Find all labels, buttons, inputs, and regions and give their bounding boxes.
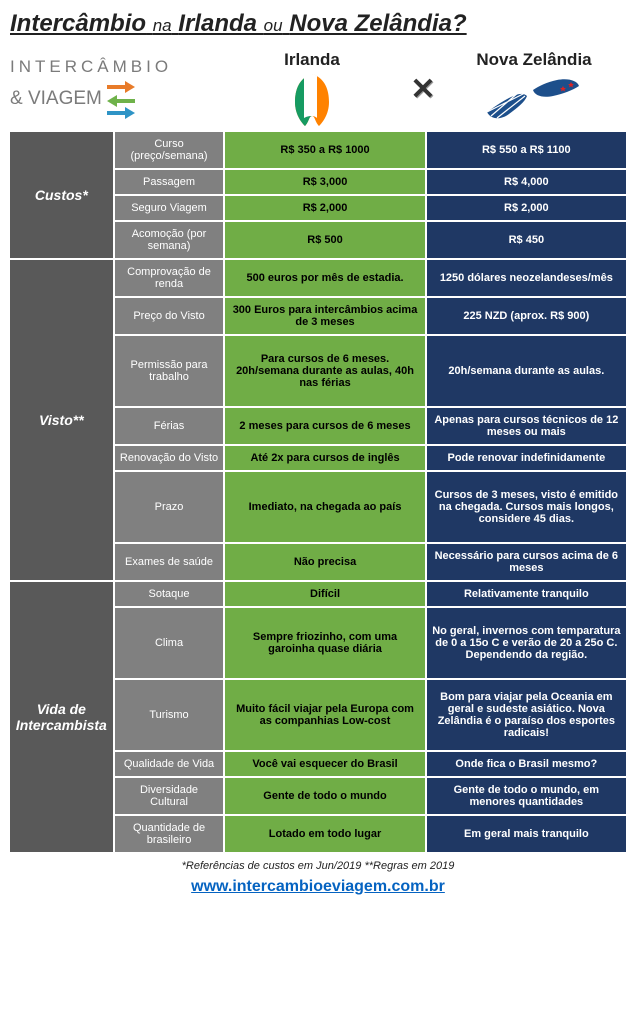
subcategory-cell: Prazo bbox=[114, 471, 225, 543]
newzealand-cell: R$ 4,000 bbox=[426, 169, 627, 195]
newzealand-cell: Cursos de 3 meses, visto é emitido na ch… bbox=[426, 471, 627, 543]
ireland-cell: Lotado em todo lugar bbox=[224, 815, 425, 853]
newzealand-cell: Pode renovar indefinidamente bbox=[426, 445, 627, 471]
subcategory-cell: Curso (preço/semana) bbox=[114, 131, 225, 169]
subcategory-cell: Passagem bbox=[114, 169, 225, 195]
subcategory-cell: Permissão para trabalho bbox=[114, 335, 225, 407]
logo-text-bottom: & VIAGEM bbox=[10, 77, 218, 121]
website-link[interactable]: www.intercambioeviagem.com.br bbox=[191, 878, 445, 895]
category-cell: Custos* bbox=[9, 131, 114, 259]
ireland-flag-icon bbox=[287, 72, 337, 128]
newzealand-cell: Relativamente tranquilo bbox=[426, 581, 627, 607]
subcategory-cell: Comprovação de renda bbox=[114, 259, 225, 297]
ireland-cell: Não precisa bbox=[224, 543, 425, 581]
column-header-newzealand: Nova Zelândia bbox=[440, 50, 628, 128]
ireland-cell: Imediato, na chegada ao país bbox=[224, 471, 425, 543]
subcategory-cell: Férias bbox=[114, 407, 225, 445]
subcategory-cell: Turismo bbox=[114, 679, 225, 751]
newzealand-cell: 1250 dólares neozelandeses/mês bbox=[426, 259, 627, 297]
ireland-cell: Você vai esquecer do Brasil bbox=[224, 751, 425, 777]
newzealand-cell: R$ 450 bbox=[426, 221, 627, 259]
ireland-cell: Até 2x para cursos de inglês bbox=[224, 445, 425, 471]
newzealand-cell: 20h/semana durante as aulas. bbox=[426, 335, 627, 407]
title-word: Nova Zelândia? bbox=[289, 10, 466, 37]
ireland-cell: 2 meses para cursos de 6 meses bbox=[224, 407, 425, 445]
subcategory-cell: Renovação do Visto bbox=[114, 445, 225, 471]
title-word: na bbox=[153, 16, 172, 35]
subcategory-cell: Seguro Viagem bbox=[114, 195, 225, 221]
ireland-cell: 500 euros por mês de estadia. bbox=[224, 259, 425, 297]
footer-link: www.intercambioeviagem.com.br bbox=[8, 874, 628, 904]
ireland-cell: Para cursos de 6 meses. 20h/semana duran… bbox=[224, 335, 425, 407]
newzealand-cell: 225 NZD (aprox. R$ 900) bbox=[426, 297, 627, 335]
ireland-cell: Difícil bbox=[224, 581, 425, 607]
ireland-cell: R$ 2,000 bbox=[224, 195, 425, 221]
title-word: Irlanda bbox=[178, 10, 257, 37]
newzealand-cell: Necessário para cursos acima de 6 meses bbox=[426, 543, 627, 581]
ireland-cell: R$ 500 bbox=[224, 221, 425, 259]
column-header-ireland: Irlanda bbox=[218, 50, 406, 128]
newzealand-cell: R$ 2,000 bbox=[426, 195, 627, 221]
ireland-cell: R$ 3,000 bbox=[224, 169, 425, 195]
ireland-cell: Sempre friozinho, com uma garoinha quase… bbox=[224, 607, 425, 679]
newzealand-cell: Em geral mais tranquilo bbox=[426, 815, 627, 853]
logo: INTERCÂMBIO & VIAGEM bbox=[8, 57, 218, 121]
footnote: *Referências de custos em Jun/2019 **Reg… bbox=[8, 854, 628, 874]
newzealand-cell: Onde fica o Brasil mesmo? bbox=[426, 751, 627, 777]
newzealand-cell: No geral, invernos com temparatura de 0 … bbox=[426, 607, 627, 679]
subcategory-cell: Acomoção (por semana) bbox=[114, 221, 225, 259]
ireland-cell: Gente de todo o mundo bbox=[224, 777, 425, 815]
newzealand-cell: Apenas para cursos técnicos de 12 meses … bbox=[426, 407, 627, 445]
category-cell: Vida de Intercambista bbox=[9, 581, 114, 853]
subcategory-cell: Sotaque bbox=[114, 581, 225, 607]
versus-icon: ✕ bbox=[406, 72, 440, 107]
subcategory-cell: Exames de saúde bbox=[114, 543, 225, 581]
arrows-icon bbox=[105, 77, 137, 121]
title-word: Intercâmbio bbox=[10, 10, 146, 37]
category-cell: Visto** bbox=[9, 259, 114, 581]
subcategory-cell: Clima bbox=[114, 607, 225, 679]
ireland-cell: 300 Euros para intercâmbios acima de 3 m… bbox=[224, 297, 425, 335]
page-title: Intercâmbio na Irlanda ou Nova Zelândia? bbox=[8, 6, 628, 48]
header-row: INTERCÂMBIO & VIAGEM Irlanda bbox=[8, 48, 628, 130]
logo-text-top: INTERCÂMBIO bbox=[10, 57, 218, 77]
subcategory-cell: Quantidade de brasileiro bbox=[114, 815, 225, 853]
title-word: ou bbox=[264, 16, 283, 35]
comparison-table: Custos*Curso (preço/semana)R$ 350 a R$ 1… bbox=[8, 130, 628, 854]
ireland-cell: Muito fácil viajar pela Europa com as co… bbox=[224, 679, 425, 751]
subcategory-cell: Qualidade de Vida bbox=[114, 751, 225, 777]
newzealand-cell: R$ 550 a R$ 1100 bbox=[426, 131, 627, 169]
subcategory-cell: Diversidade Cultural bbox=[114, 777, 225, 815]
newzealand-cell: Bom para viajar pela Oceania em geral e … bbox=[426, 679, 627, 751]
newzealand-map-icon bbox=[479, 72, 589, 128]
subcategory-cell: Preço do Visto bbox=[114, 297, 225, 335]
newzealand-cell: Gente de todo o mundo, em menores quanti… bbox=[426, 777, 627, 815]
ireland-cell: R$ 350 a R$ 1000 bbox=[224, 131, 425, 169]
